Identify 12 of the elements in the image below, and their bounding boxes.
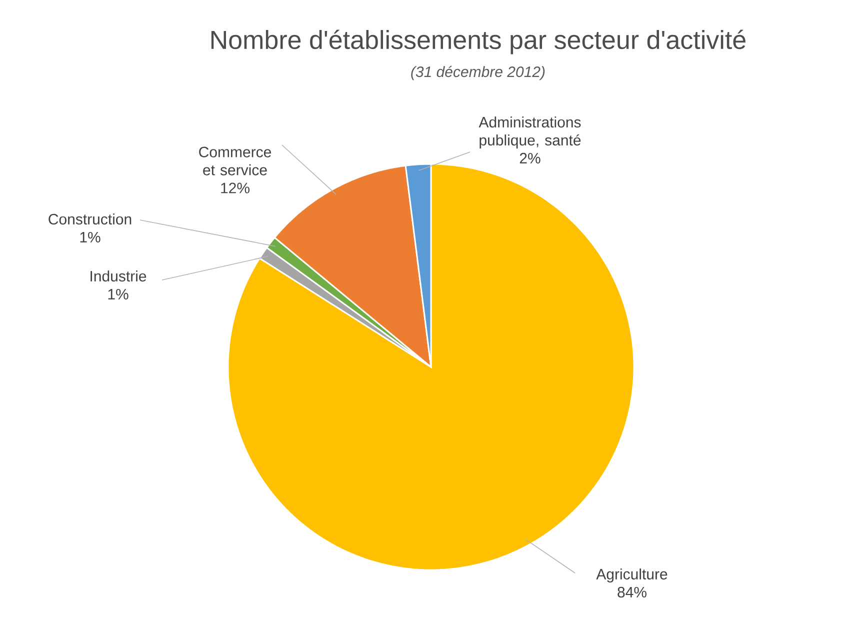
slice-label: Construction — [48, 214, 132, 225]
slice-label: Agriculture — [596, 568, 668, 582]
slice-label: Commerce et service — [199, 146, 271, 176]
chart-title: Nombre d'établissements par secteur d'activité — [211, 30, 746, 54]
data-label: 1% — [108, 288, 128, 300]
chart-subtitle: (31 décembre 2012) — [411, 66, 545, 80]
data-label: 84% — [618, 586, 646, 598]
slice-label: Industrie — [90, 270, 146, 282]
data-label: 1% — [80, 232, 100, 242]
data-label: 12% — [221, 182, 250, 194]
slice-label: Administrations publique, santé — [478, 116, 581, 148]
data-label: 2% — [520, 152, 540, 164]
